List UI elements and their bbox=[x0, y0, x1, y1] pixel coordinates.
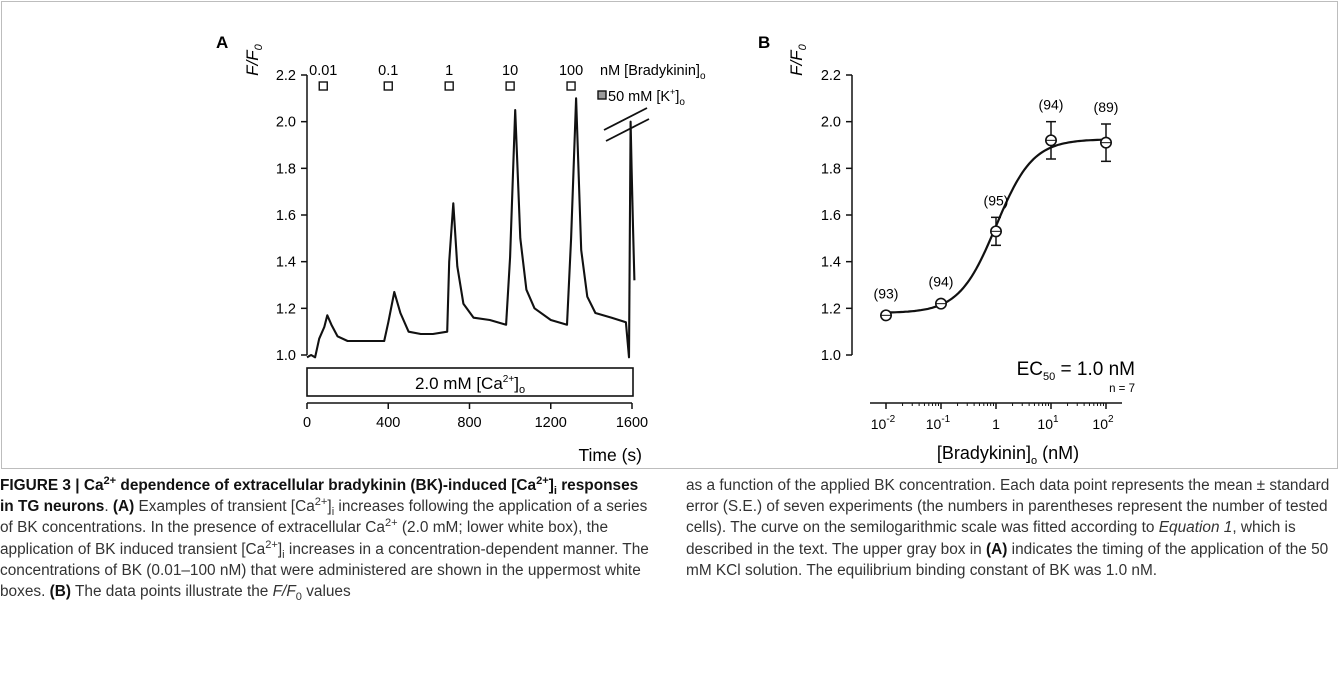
caption-left-column: FIGURE 3 | Ca2+ dependence of extracellu… bbox=[0, 474, 649, 604]
panel-a-application-box bbox=[318, 81, 328, 91]
panel-a-k-label: 50 mM [K+]o bbox=[608, 87, 685, 108]
panel-b-ytick-label: 1.4 bbox=[821, 255, 841, 271]
panel-b-ytick-label: 2.0 bbox=[821, 115, 841, 131]
panel-b-ytick-label: 1.2 bbox=[821, 301, 841, 317]
panel-b-cell-count: (94) bbox=[1039, 97, 1064, 113]
panel-b-xtick-label: 101 bbox=[1037, 414, 1059, 432]
panel-b-ytick-label: 2.2 bbox=[821, 68, 841, 84]
panel-b-xtick-label: 1 bbox=[992, 416, 1000, 432]
panel-a-letter: A bbox=[216, 33, 228, 52]
panel-b-cell-count: (93) bbox=[874, 285, 899, 301]
panel-a-application-box bbox=[383, 81, 393, 91]
panel-b-cell-count: (95) bbox=[984, 192, 1009, 208]
panel-a-application-box bbox=[566, 81, 576, 91]
panel-b-ytick-label: 1.6 bbox=[821, 208, 841, 224]
panel-a-application-box bbox=[444, 81, 454, 91]
panel-a-ca-box bbox=[306, 367, 634, 397]
panel-a-concentration-markers: 0.01 0.1 1 10 100 bbox=[309, 63, 583, 91]
panel-b-cell-count: (94) bbox=[929, 274, 954, 290]
panel-a-conc-label: 0.1 bbox=[378, 63, 398, 79]
panel-b-points-group: (93) (94) (95) (94) (89) bbox=[874, 97, 1119, 322]
panel-b-xtick-label: 10-2 bbox=[871, 414, 896, 432]
panel-b-n: n = 7 bbox=[1109, 383, 1135, 395]
panel-a-xtick-label: 400 bbox=[376, 415, 400, 431]
panel-a-xtick-label: 1600 bbox=[616, 415, 648, 431]
panel-a-xtick-label: 0 bbox=[303, 415, 311, 431]
panel-a-conc-unit: nM [Bradykinin]o bbox=[600, 63, 706, 82]
figure-canvas: A F/F0 1.01.21.41.61.82.02.20 400 800 1200 1… bbox=[216, 33, 1135, 467]
panel-a-trace bbox=[306, 97, 636, 359]
panel-a-conc-label: 10 bbox=[502, 63, 518, 79]
panel-b-ylabel: F/F0 bbox=[787, 43, 809, 76]
panel-a-ylabel: F/F0 bbox=[243, 43, 265, 76]
caption-ref-a: (A) bbox=[112, 498, 135, 516]
caption-ref-b: (B) bbox=[49, 583, 72, 601]
panel-a-ytick-label: 2.2 bbox=[276, 68, 296, 84]
caption-right-column: as a function of the applied BK concentr… bbox=[686, 477, 1330, 579]
panel-a-axes: 1.0 1.2 1.4 1.6 1.8 2.0 2.2 0 400 800 1200 1600 bbox=[276, 68, 648, 431]
panel-b-axes: 1.0 1.2 1.4 1.6 1.8 2.0 2.2 10-2 10-1 1 101 102 bbox=[821, 68, 1122, 432]
panel-a-ytick-label: 2.0 bbox=[276, 115, 296, 131]
panel-b-xtick-label: 102 bbox=[1092, 414, 1114, 432]
panel-a-conc-label: 100 bbox=[559, 63, 583, 79]
panel-a-conc-label: 0.01 bbox=[309, 63, 337, 79]
panel-b-letter: B bbox=[758, 33, 770, 52]
panel-a-axis-break-2 bbox=[605, 118, 650, 142]
panel-b-ytick-label: 1.8 bbox=[821, 161, 841, 177]
caption-title: FIGURE 3 | Ca2+ dependence of extracellu… bbox=[0, 474, 639, 516]
panel-a-xtick-label: 1200 bbox=[535, 415, 567, 431]
panel-a-application-box bbox=[505, 81, 515, 91]
panel-a-ytick-label: 1.6 bbox=[276, 208, 296, 224]
panel-b-xlabel: [Bradykinin]o (nM) bbox=[937, 443, 1079, 467]
caption-ref-a-2: (A) bbox=[986, 540, 1008, 558]
panel-b-ec50: EC50 = 1.0 nM bbox=[1017, 359, 1135, 383]
panel-a-ytick-label: 1.2 bbox=[276, 301, 296, 317]
panel-a-ytick-label: 1.8 bbox=[276, 161, 296, 177]
panel-a-ytick-label: 1.4 bbox=[276, 255, 296, 271]
panel-a-trace-group bbox=[306, 97, 636, 359]
panel-b-ytick-label: 1.0 bbox=[821, 348, 841, 364]
panel-b-cell-count: (89) bbox=[1094, 99, 1119, 115]
panel-a-conc-label: 1 bbox=[445, 63, 453, 79]
panel-a-xtick-label: 800 bbox=[457, 415, 481, 431]
panel-a-xlabel: Time (s) bbox=[578, 445, 642, 465]
panel-a-k-box bbox=[597, 90, 607, 100]
panel-a-axis-break-1 bbox=[603, 107, 648, 131]
panel-a-ytick-label: 1.0 bbox=[276, 348, 296, 364]
panel-a-ca-label: 2.0 mM [Ca2+]o bbox=[415, 374, 525, 396]
figure-frame bbox=[1, 1, 1338, 469]
panel-b-xtick-label: 10-1 bbox=[926, 414, 951, 432]
